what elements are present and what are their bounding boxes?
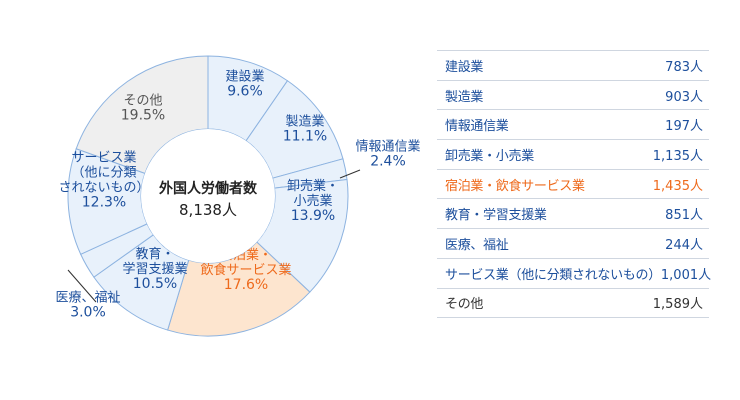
table-row: その他 1,589人 [437, 289, 709, 319]
center-title: 外国人労働者数 [159, 180, 258, 197]
row-category: 宿泊業・飲食サービス業 [445, 178, 585, 194]
table-row: 情報通信業 197人 [437, 110, 709, 141]
row-category: 卸売業・小売業 [445, 148, 534, 164]
slice-label: 医療、福祉 3.0% [55, 291, 120, 321]
row-count: 851人 [665, 208, 703, 224]
donut-hole [141, 129, 275, 263]
center-total: 8,138人 [179, 201, 237, 219]
table-row: 卸売業・小売業 1,135人 [437, 140, 709, 170]
slice-label: 教育・学習支援業 10.5% [122, 246, 187, 292]
row-count: 197人 [665, 119, 703, 135]
table-row: サービス業（他に分類されないもの） 1,001人 [437, 259, 712, 289]
donut-chart: 建設業 9.6%製造業 11.1%情報通信業 2.4%卸売業・小売業 13.9%宿泊業・… [55, 55, 421, 337]
row-count: 1,001人 [660, 267, 712, 283]
row-count: 244人 [665, 237, 703, 253]
slice-label: 製造業 11.1% [283, 114, 327, 145]
legend-table: 建設業 783人製造業 903人情報通信業 197人卸売業・小売業 1,135人宿泊業・… [437, 50, 712, 319]
leader-line [67, 269, 97, 303]
slice-label: 卸売業・小売業 13.9% [287, 178, 339, 224]
row-count: 783人 [665, 59, 703, 75]
row-category: サービス業（他に分類されないもの） [445, 267, 661, 283]
table-row: 製造業 903人 [437, 81, 709, 111]
slice-label: 情報通信業 2.4% [355, 139, 420, 170]
row-count: 1,435人 [652, 178, 703, 194]
row-category: 教育・学習支援業 [445, 208, 547, 224]
table-row: 建設業 783人 [437, 51, 709, 81]
leader-line [339, 169, 361, 179]
table-row: 教育・学習支援業 851人 [437, 199, 709, 230]
row-count: 1,135人 [652, 148, 703, 164]
row-category: 建設業 [445, 59, 484, 75]
row-category: 医療、福祉 [445, 237, 509, 253]
slice-label: 建設業 9.6% [225, 69, 264, 100]
row-category: 情報通信業 [445, 119, 509, 135]
slice-label: サービス業（他に分類されないもの） 12.3% [58, 150, 149, 211]
slice-label: その他 19.5% [121, 94, 165, 124]
row-category: 製造業 [445, 89, 484, 105]
row-count: 903人 [665, 89, 703, 105]
table-row: 宿泊業・飲食サービス業 1,435人 [437, 170, 709, 200]
row-category: その他 [445, 297, 484, 313]
table-row: 医療、福祉 244人 [437, 229, 709, 259]
row-count: 1,589人 [652, 297, 703, 313]
